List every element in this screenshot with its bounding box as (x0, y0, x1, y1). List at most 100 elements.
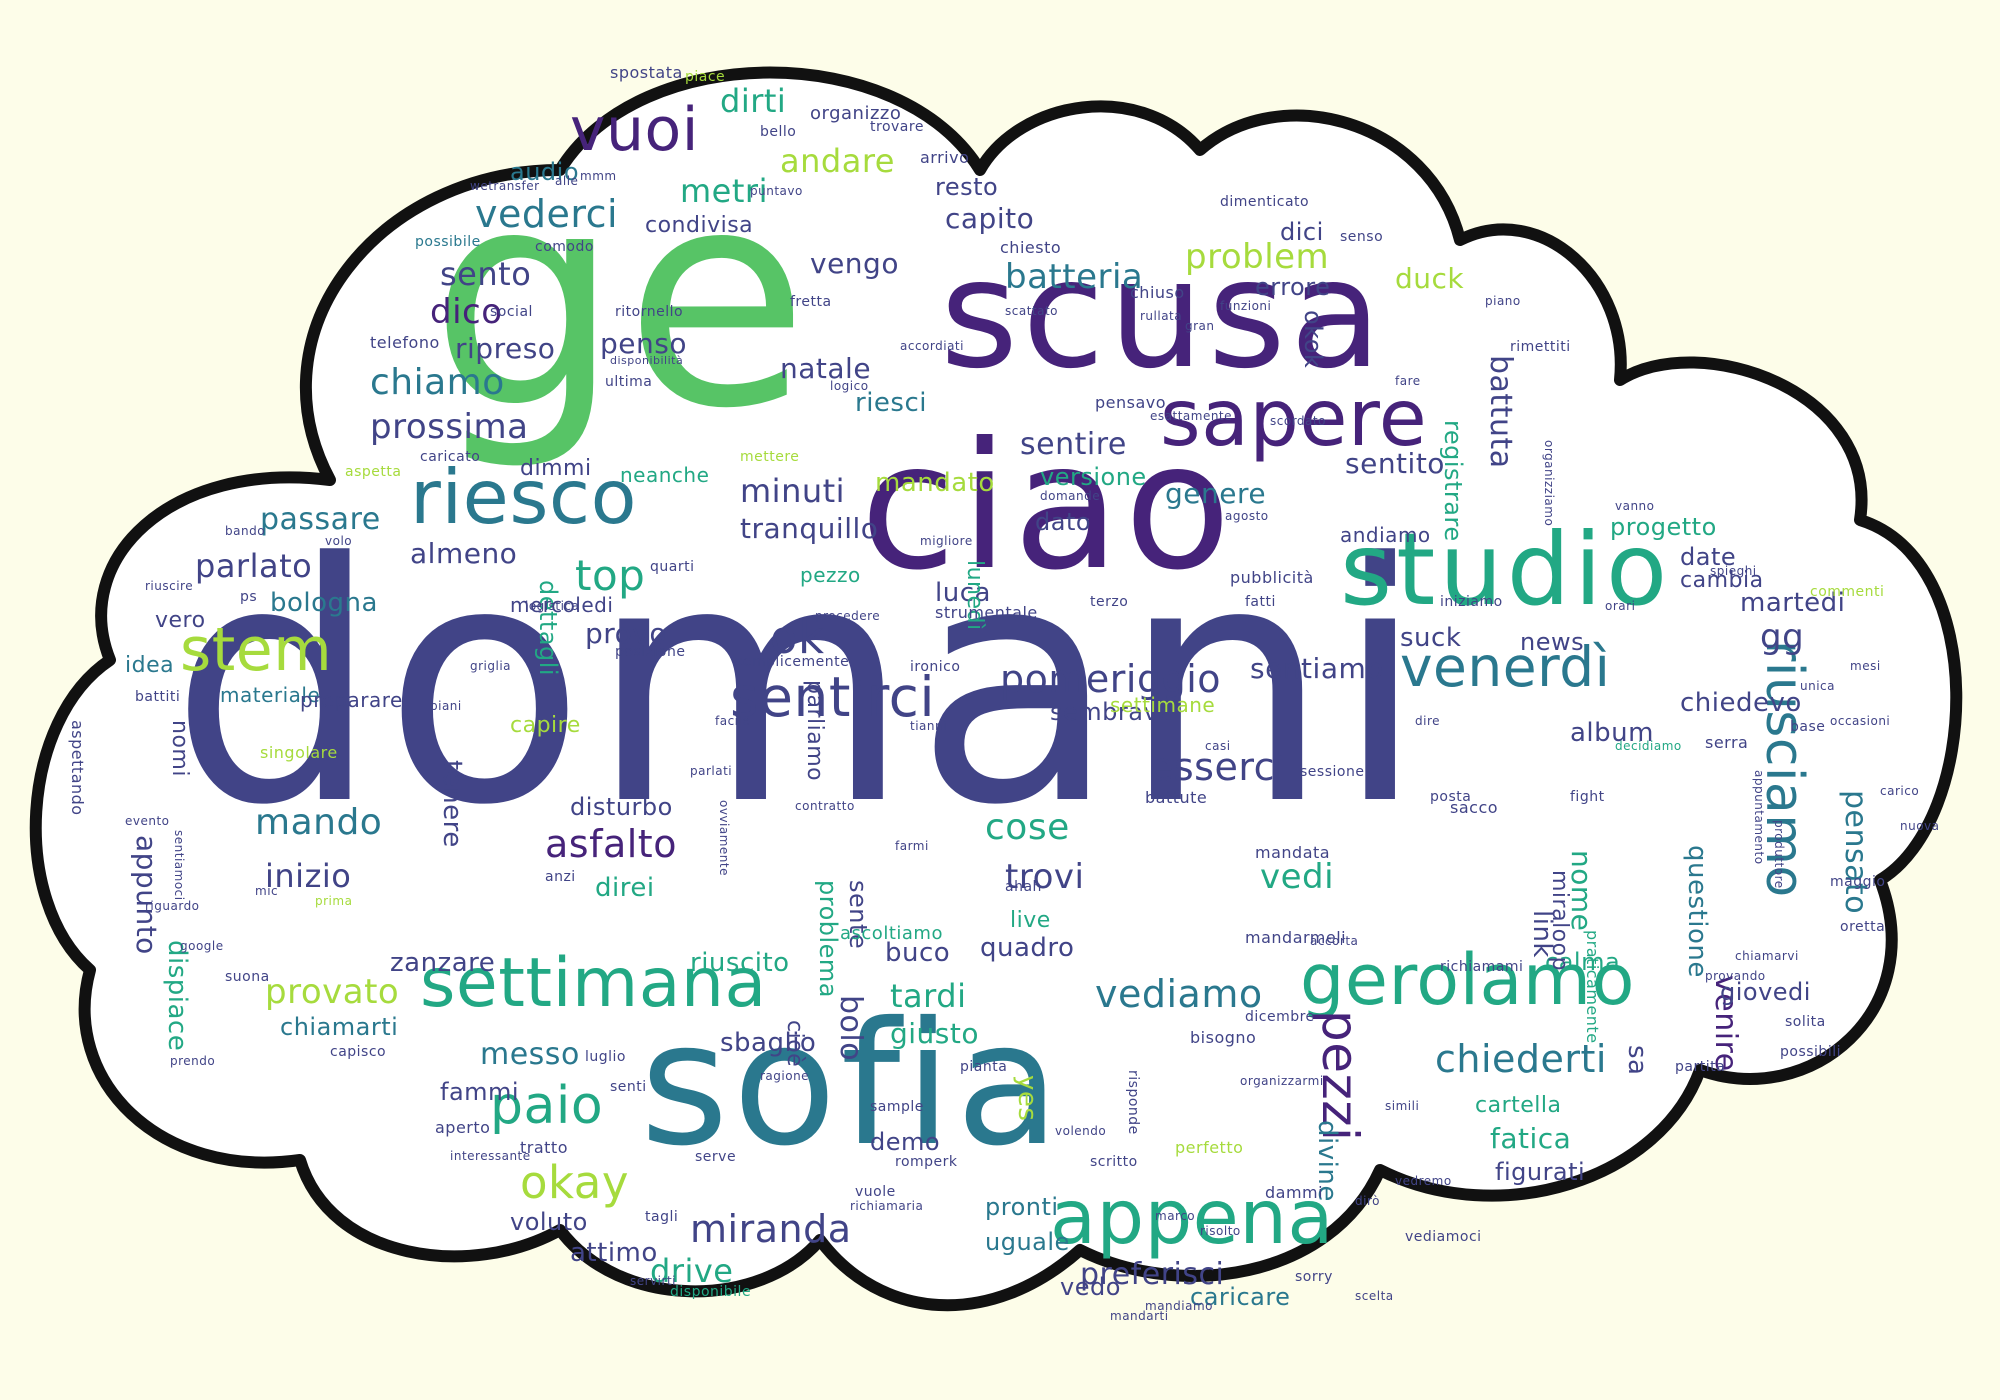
word-interessante: interessante (450, 1149, 531, 1163)
word-strumentale: strumentale (935, 603, 1038, 622)
word-prima: prima (315, 894, 353, 908)
word-calma: calma (1545, 948, 1621, 976)
word-vero: vero (155, 608, 206, 633)
word-ovviamente: ovviamente (717, 800, 731, 876)
word-spieghi: spieghi (1710, 564, 1757, 578)
word-telefono: telefono (370, 333, 440, 352)
word-suona: suona (225, 969, 270, 985)
word-riuscito: riuscito (690, 948, 790, 978)
word-sentirci: sentirci (730, 665, 936, 729)
word-risolto: risolto (1200, 1224, 1241, 1238)
word-produttore: produttore (1772, 820, 1786, 889)
word-mandarmeli: mandarmeli (1245, 928, 1347, 947)
word-settimane: settimane (1110, 693, 1216, 717)
word-vediamoci: vediamoci (1405, 1229, 1482, 1245)
word-mettere: mettere (740, 449, 800, 465)
word-servirti: servirti (630, 1274, 676, 1288)
word-rullata: rullata (1140, 309, 1183, 323)
word-martedi: martedi (1740, 588, 1846, 618)
word-questione: questione (1682, 845, 1712, 978)
word-sa: sa (1622, 1045, 1652, 1076)
word-prendo: prendo (170, 1054, 216, 1068)
word-sofia: sofia (640, 986, 1064, 1184)
word-procedere: procedere (815, 609, 881, 623)
word-ripreso: ripreso (455, 332, 556, 365)
word-caricato: caricato (420, 449, 481, 465)
word-dire: dire (1415, 714, 1441, 728)
word-chiedevo: chiedevo (1680, 688, 1802, 718)
word-cose: cose (985, 807, 1070, 848)
word-logico: logico (830, 379, 869, 393)
word-tagli: tagli (645, 1209, 679, 1225)
word-asfalto: asfalto (545, 822, 677, 866)
word-attimo: attimo (570, 1238, 658, 1268)
word-registrare: registrare (1439, 420, 1467, 542)
word-fammi2: farmi (895, 839, 929, 853)
word-dico: dico (430, 292, 503, 332)
word-possibile: possibile (415, 234, 481, 250)
word-serra: serra (1705, 733, 1749, 752)
word-news: news (1520, 628, 1585, 656)
word-richiamaria: richiamaria (850, 1199, 924, 1213)
word-sentito: sentito (1345, 447, 1445, 480)
word-chiuso: chiuso (1130, 283, 1185, 302)
word-mercoledi: mercoledi (510, 593, 614, 617)
word-yes: yes (1012, 1075, 1042, 1122)
word-rimettiti: rimettiti (1510, 339, 1571, 355)
word-sacco: sacco (1450, 798, 1499, 817)
word-perfetto: perfetto (1175, 1138, 1244, 1157)
word-date: date (1680, 543, 1737, 571)
word-ragione: ragione (760, 1069, 810, 1083)
word-mandiamo: mandiamo (1145, 1299, 1213, 1313)
word-top: top (575, 551, 646, 600)
word-disponibile: disponibile (670, 1284, 752, 1300)
word-sentiamoci: sentiamoci (172, 830, 186, 901)
word-minuti: minuti (740, 472, 846, 510)
word-mandarti: mandarti (1110, 1309, 1169, 1323)
word-vederci: vederci (475, 192, 619, 236)
word-vanno: vanno (1615, 499, 1655, 513)
word-scusa: scusa (940, 228, 1386, 402)
word-risponde: risponde (1125, 1070, 1141, 1135)
word-parlati: parlati (690, 764, 733, 778)
word-giusto: giusto (890, 1017, 979, 1050)
word-passare: passare (260, 502, 381, 537)
word-scritto: scritto (1090, 1154, 1138, 1170)
word-dirti: dirti (720, 82, 787, 120)
word-commenti: commenti (1810, 584, 1885, 600)
word-fammi: fammi (440, 1078, 520, 1106)
word-ahah: ahah (1005, 879, 1042, 895)
word-tranquillo: tranquillo (740, 512, 879, 545)
word-accordiati: accordiati (900, 339, 964, 353)
word-duck: duck (1395, 262, 1465, 295)
word-social: social (490, 304, 533, 320)
word-figurati: figurati (1495, 1158, 1586, 1186)
word-vedremo: vedremo (1395, 1174, 1452, 1188)
word-pezzo: pezzo (800, 563, 861, 587)
word-sentiamo: sentiamo (1250, 652, 1384, 685)
word-vedi: vedi (1260, 857, 1335, 897)
word-venerdi: venerdì (1400, 635, 1611, 699)
word-andare: andare (780, 142, 895, 180)
word-scordato: scordato (1270, 414, 1326, 428)
word-errore: errore (1255, 273, 1331, 301)
word-facile: facile (715, 714, 751, 728)
word-alle: alle (555, 174, 579, 188)
word-romperk: romperk (895, 1154, 958, 1170)
word-okok: okok (1299, 310, 1327, 369)
word-disponibilita: disponibilità (610, 354, 684, 367)
word-ultima: ultima (605, 374, 653, 390)
word-almeno: almeno (410, 537, 518, 570)
word-paio: paio (490, 1076, 604, 1136)
word-arrivo: arrivo (920, 148, 970, 167)
word-base: base (1790, 719, 1826, 735)
word-evento: evento (125, 814, 170, 828)
word-preparare: preparare (300, 688, 403, 712)
word-disturbo: disturbo (570, 793, 673, 821)
word-ps: ps (240, 589, 258, 605)
word-bisogno: bisogno (1190, 1028, 1257, 1047)
word-miraloop: miraloop (1547, 870, 1572, 972)
word-buco: buco (885, 938, 951, 968)
word-okay: okay (520, 1156, 630, 1209)
